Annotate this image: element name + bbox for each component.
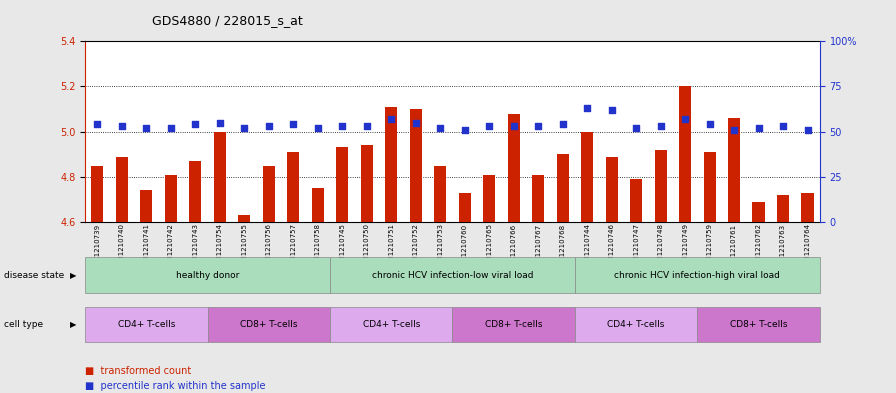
Bar [556,154,569,222]
Point [629,125,643,131]
Bar [189,161,202,222]
Bar [238,215,251,222]
Point [359,123,374,129]
Bar [581,132,593,222]
Point [90,121,105,128]
Bar [728,118,740,222]
Bar [532,174,545,222]
Point [727,127,741,133]
Text: ■  percentile rank within the sample: ■ percentile rank within the sample [85,381,265,391]
Text: CD4+ T-cells: CD4+ T-cells [363,320,420,329]
Bar [116,156,128,222]
Bar [606,156,618,222]
Bar [385,107,398,222]
Point [653,123,668,129]
Bar [409,109,422,222]
Text: CD4+ T-cells: CD4+ T-cells [607,320,665,329]
Text: cell type: cell type [4,320,44,329]
Point [237,125,252,131]
Text: CD8+ T-cells: CD8+ T-cells [240,320,297,329]
Point [458,127,472,133]
Text: GDS4880 / 228015_s_at: GDS4880 / 228015_s_at [152,14,303,27]
Bar [703,152,716,222]
Point [384,116,399,122]
Point [212,119,227,126]
Text: disease state: disease state [4,271,65,279]
Bar [312,188,324,222]
Text: chronic HCV infection-low viral load: chronic HCV infection-low viral load [372,271,533,279]
Bar [287,152,299,222]
Point [335,123,349,129]
Point [776,123,790,129]
Text: CD8+ T-cells: CD8+ T-cells [485,320,542,329]
Point [580,105,594,111]
Bar [630,179,642,222]
Bar [654,150,667,222]
Bar [263,165,275,222]
Text: ▶: ▶ [70,271,77,279]
Point [311,125,325,131]
Bar [802,193,814,222]
Point [164,125,178,131]
Point [752,125,766,131]
Bar [140,190,152,222]
Bar [214,132,226,222]
Point [605,107,619,113]
Bar [336,147,349,222]
Bar [753,202,765,222]
Point [531,123,546,129]
Text: ▶: ▶ [70,320,77,329]
Text: CD4+ T-cells: CD4+ T-cells [117,320,175,329]
Point [286,121,300,128]
Text: chronic HCV infection-high viral load: chronic HCV infection-high viral load [615,271,780,279]
Text: CD8+ T-cells: CD8+ T-cells [730,320,788,329]
Bar [91,165,104,222]
Point [262,123,276,129]
Point [482,123,496,129]
Point [800,127,814,133]
Text: ■  transformed count: ■ transformed count [85,366,192,376]
Point [409,119,423,126]
Bar [360,145,373,222]
Point [702,121,717,128]
Bar [483,174,495,222]
Point [433,125,447,131]
Point [188,121,202,128]
Point [678,116,693,122]
Point [115,123,129,129]
Bar [507,114,520,222]
Bar [459,193,471,222]
Bar [777,195,789,222]
Point [139,125,153,131]
Point [556,121,570,128]
Bar [435,165,446,222]
Point [506,123,521,129]
Bar [679,86,692,222]
Bar [165,174,177,222]
Text: healthy donor: healthy donor [176,271,239,279]
